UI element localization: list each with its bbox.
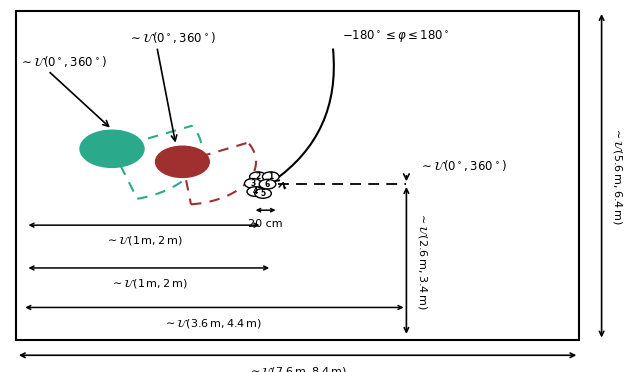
Circle shape bbox=[259, 179, 276, 189]
Circle shape bbox=[247, 187, 264, 196]
Text: $\sim \mathcal{U}(0^\circ, 360^\circ)$: $\sim \mathcal{U}(0^\circ, 360^\circ)$ bbox=[19, 54, 107, 69]
Text: $\sim \mathcal{U}(3.6\,\mathrm{m}, 4.4\,\mathrm{m})$: $\sim \mathcal{U}(3.6\,\mathrm{m}, 4.4\,… bbox=[163, 317, 262, 330]
Text: $\sim \mathcal{U}(7.6\,\mathrm{m}, 8.4\,\mathrm{m})$: $\sim \mathcal{U}(7.6\,\mathrm{m}, 8.4\,… bbox=[248, 365, 347, 372]
Circle shape bbox=[255, 189, 271, 198]
Bar bbox=[16, 11, 579, 340]
Circle shape bbox=[156, 146, 209, 177]
Text: $\sim \mathcal{U}(0^\circ, 360^\circ)$: $\sim \mathcal{U}(0^\circ, 360^\circ)$ bbox=[128, 30, 216, 45]
Text: $-180^\circ \leq \varphi \leq 180^\circ$: $-180^\circ \leq \varphi \leq 180^\circ$ bbox=[342, 29, 450, 45]
Text: 20 cm: 20 cm bbox=[248, 219, 283, 230]
Circle shape bbox=[250, 172, 266, 182]
Text: $\sim \mathcal{U}(2.6\,\mathrm{m}, 3.4\,\mathrm{m})$: $\sim \mathcal{U}(2.6\,\mathrm{m}, 3.4\,… bbox=[416, 211, 429, 310]
Text: 3: 3 bbox=[250, 179, 255, 188]
Text: 1: 1 bbox=[268, 172, 273, 181]
Text: $\sim \mathcal{U}(1\,\mathrm{m}, 2\,\mathrm{m})$: $\sim \mathcal{U}(1\,\mathrm{m}, 2\,\mat… bbox=[105, 234, 183, 247]
Text: 6: 6 bbox=[265, 180, 270, 189]
Text: 5: 5 bbox=[260, 189, 266, 198]
Circle shape bbox=[80, 130, 144, 167]
Text: 2: 2 bbox=[255, 172, 260, 181]
Text: $\sim \mathcal{U}(0^\circ, 360^\circ)$: $\sim \mathcal{U}(0^\circ, 360^\circ)$ bbox=[419, 158, 507, 173]
Circle shape bbox=[244, 179, 261, 188]
Text: $\sim \mathcal{U}(1\,\mathrm{m}, 2\,\mathrm{m})$: $\sim \mathcal{U}(1\,\mathrm{m}, 2\,\mat… bbox=[110, 277, 188, 290]
Text: 4: 4 bbox=[253, 187, 258, 196]
Text: $\sim \mathcal{U}(5.6\,\mathrm{m}, 6.4\,\mathrm{m})$: $\sim \mathcal{U}(5.6\,\mathrm{m}, 6.4\,… bbox=[611, 126, 624, 225]
Circle shape bbox=[262, 172, 279, 182]
